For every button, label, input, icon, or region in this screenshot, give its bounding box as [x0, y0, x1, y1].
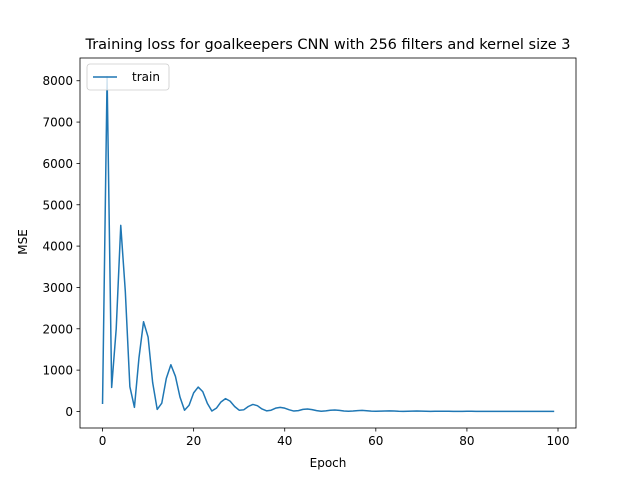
x-tick-label: 40 [277, 434, 292, 448]
x-axis-label: Epoch [310, 456, 347, 470]
x-tick-label: 60 [368, 434, 383, 448]
chart-title: Training loss for goalkeepers CNN with 2… [84, 37, 570, 53]
x-tick-label: 0 [99, 434, 107, 448]
series-line-train [101, 75, 555, 413]
y-tick-label: 5000 [42, 198, 73, 212]
y-axis-label: MSE [16, 229, 30, 255]
legend-entry-label: train [132, 70, 160, 84]
y-tick-label: 1000 [42, 364, 73, 378]
y-tick-label: 0 [65, 405, 73, 419]
y-tick-label: 4000 [42, 240, 73, 254]
legend-box [86, 63, 170, 91]
y-tick-label: 6000 [42, 157, 73, 171]
plot-area: 0 20 40 60 80 1000100020003000400050006000700… [42, 57, 577, 448]
x-tick-label: 100 [547, 434, 570, 448]
y-tick-label: 2000 [42, 322, 73, 336]
x-tick-label: 20 [186, 434, 201, 448]
y-tick-label: 3000 [42, 281, 73, 295]
x-tick-label: 80 [459, 434, 474, 448]
legend: train [86, 63, 170, 91]
plot-frame [79, 57, 577, 429]
y-tick-label: 8000 [42, 74, 73, 88]
y-tick-label: 7000 [42, 116, 73, 130]
